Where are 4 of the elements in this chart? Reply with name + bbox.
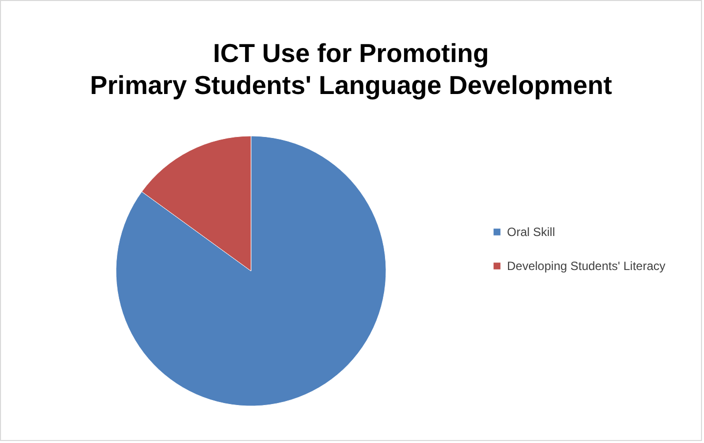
pie-slice <box>116 136 386 406</box>
legend-label: Developing Students' Literacy <box>507 259 666 273</box>
legend-label: Oral Skill <box>507 225 556 239</box>
chart-title: ICT Use for Promoting Primary Students' Language Development <box>90 38 612 100</box>
